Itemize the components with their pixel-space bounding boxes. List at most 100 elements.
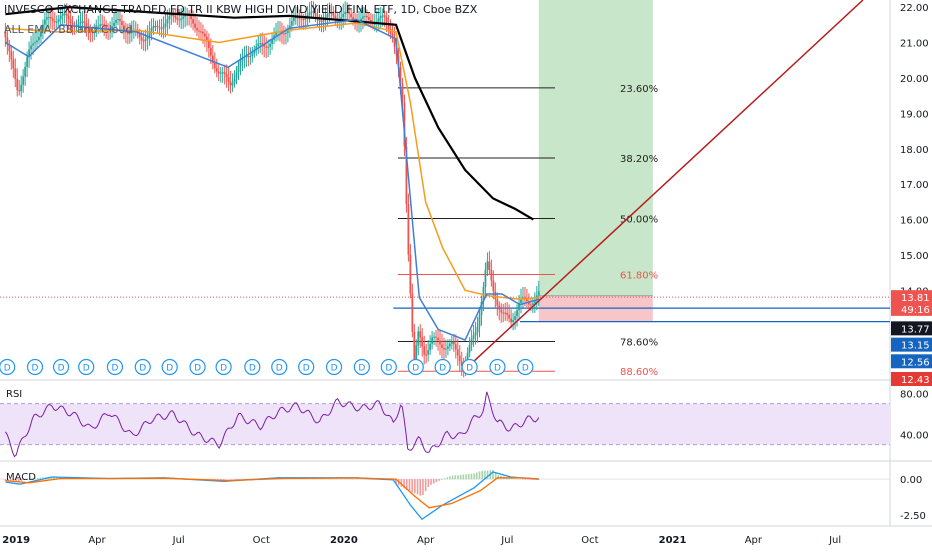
macd-histogram-bar [225,479,228,480]
dividend-marker[interactable] [298,358,315,376]
candle [38,36,40,41]
candle [401,83,404,103]
candle [168,16,171,20]
dividend-marker[interactable] [78,358,95,376]
candle [51,18,54,21]
candle [162,26,165,29]
dividend-marker[interactable] [161,358,178,376]
macd-histogram-bar [125,479,128,480]
price-axis-badge-text: 12.43 [901,375,930,386]
candle [119,19,121,22]
candle [439,340,441,345]
macd-histogram-bar [529,479,532,480]
candle [30,45,32,50]
candle [492,280,495,292]
chart-title: INVESCO EXCHANGE TRADED FD TR II KBW HIG… [4,3,478,16]
dividend-marker[interactable] [215,358,232,376]
candle [207,41,210,49]
indicator-label: ALL EMA, BB and Cloud [4,23,133,36]
macd-histogram-bar [454,475,457,480]
dividend-marker[interactable] [461,358,478,376]
candle [367,17,370,20]
candle [93,31,96,33]
dividend-marker-label: D [412,364,419,374]
candle [332,13,335,16]
candle [472,335,475,340]
price-axis-tick: 18.00 [900,145,929,156]
macd-histogram-bar [228,479,230,480]
dividend-marker[interactable] [0,358,16,376]
macd-histogram-bar [117,479,120,480]
candle [204,33,206,37]
candle [379,15,382,19]
macd-histogram-bar [408,479,411,492]
macd-histogram-bar [34,478,36,480]
macd-histogram-bar [422,479,424,496]
candle [290,21,293,26]
dividend-marker[interactable] [434,358,451,376]
candle [123,25,125,30]
macd-histogram-bar [430,479,432,485]
dividend-marker[interactable] [380,358,397,376]
dividend-marker[interactable] [353,358,370,376]
dividend-marker[interactable] [134,358,151,376]
candle [308,12,311,15]
candle [69,19,72,24]
candle [227,77,230,82]
price-axis-tick: 17.00 [900,180,929,191]
macd-histogram-bar [465,474,467,480]
dividend-marker[interactable] [244,358,261,376]
macd-histogram-bar [486,470,489,480]
dividend-marker[interactable] [517,358,534,376]
candle [59,15,62,20]
ema-line-blue [5,18,540,341]
candle [267,46,270,48]
candle [18,90,21,92]
candle [340,17,343,20]
dividend-marker[interactable] [26,358,44,376]
dividend-marker[interactable] [271,358,288,376]
candle [350,13,353,18]
macd-histogram-bar [497,474,500,480]
candle [6,37,9,45]
candle [320,21,323,23]
dividend-marker[interactable] [52,358,70,376]
macd-histogram-bar [39,477,42,480]
macd-histogram-bar [112,479,114,480]
macd-histogram-bar [155,478,158,480]
macd-histogram-bar [53,476,55,480]
time-axis-tick: Oct [253,535,270,546]
candle [53,20,56,23]
macd-histogram-bar [335,478,338,480]
candle [508,314,511,319]
candle [292,18,295,22]
candle [328,12,331,15]
candle [344,12,347,15]
candle [182,16,185,19]
candle [431,337,433,344]
dividend-marker[interactable] [106,358,124,376]
macd-histogram-bar [220,479,222,481]
candle [83,21,86,24]
candle [393,37,396,47]
dividend-marker[interactable] [489,358,506,376]
macd-histogram-bar [133,478,136,480]
macd-histogram-bar [494,472,497,480]
macd-histogram-bar [513,478,516,480]
candle [190,15,192,20]
dividend-marker[interactable] [325,358,343,376]
price-axis-badge [891,337,932,352]
candle [205,36,208,42]
macd-histogram-bar [427,479,430,487]
macd-histogram-bar [160,478,163,480]
macd-histogram-bar [467,474,470,480]
candle [251,53,254,57]
dividend-marker[interactable] [189,358,206,376]
candle [160,28,163,30]
macd-histogram-bar [395,479,397,484]
candle [486,261,489,270]
macd-histogram-bar [405,479,408,490]
macd-histogram-bar [317,478,319,480]
dividend-marker[interactable] [407,358,424,376]
